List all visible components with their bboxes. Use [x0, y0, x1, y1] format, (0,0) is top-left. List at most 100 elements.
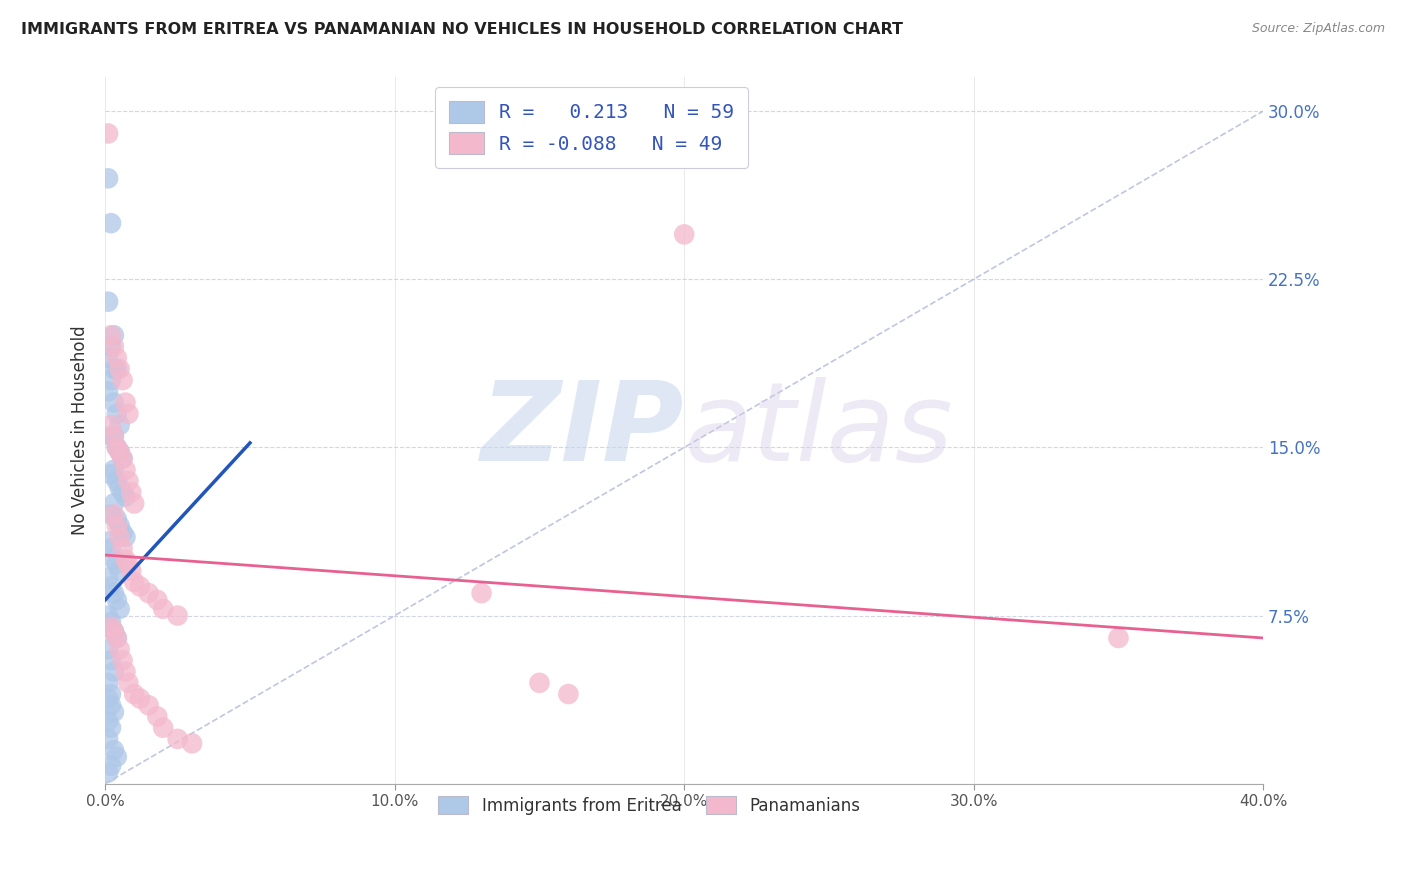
Point	[105, 512, 128, 526]
Point	[146, 593, 169, 607]
Point	[129, 579, 152, 593]
Point	[111, 451, 134, 466]
Point	[105, 407, 128, 421]
Point	[108, 564, 131, 578]
Point	[120, 485, 142, 500]
Point	[105, 441, 128, 455]
Point	[108, 642, 131, 657]
Legend: Immigrants from Eritrea, Panamanians: Immigrants from Eritrea, Panamanians	[429, 786, 870, 825]
Text: atlas: atlas	[685, 377, 953, 484]
Point	[471, 586, 494, 600]
Point	[103, 705, 125, 719]
Point	[105, 441, 128, 455]
Point	[117, 407, 139, 421]
Point	[529, 676, 551, 690]
Point	[557, 687, 579, 701]
Point	[100, 467, 122, 482]
Point	[100, 721, 122, 735]
Point	[111, 541, 134, 556]
Point	[105, 362, 128, 376]
Point	[108, 445, 131, 459]
Point	[108, 417, 131, 432]
Point	[114, 490, 136, 504]
Point	[103, 552, 125, 566]
Point	[103, 586, 125, 600]
Point	[103, 395, 125, 409]
Point	[138, 698, 160, 713]
Point	[97, 676, 120, 690]
Point	[105, 351, 128, 365]
Point	[138, 586, 160, 600]
Point	[97, 384, 120, 399]
Point	[105, 593, 128, 607]
Point	[103, 429, 125, 443]
Point	[111, 451, 134, 466]
Point	[105, 519, 128, 533]
Point	[111, 653, 134, 667]
Point	[103, 665, 125, 679]
Point	[105, 557, 128, 571]
Point	[166, 608, 188, 623]
Point	[100, 373, 122, 387]
Point	[100, 698, 122, 713]
Point	[117, 474, 139, 488]
Point	[100, 620, 122, 634]
Point	[100, 615, 122, 630]
Point	[105, 631, 128, 645]
Point	[146, 709, 169, 723]
Point	[100, 508, 122, 522]
Point	[103, 624, 125, 639]
Point	[100, 339, 122, 353]
Point	[103, 339, 125, 353]
Point	[97, 171, 120, 186]
Point	[108, 530, 131, 544]
Text: ZIP: ZIP	[481, 377, 685, 484]
Point	[97, 731, 120, 746]
Point	[97, 714, 120, 728]
Point	[97, 127, 120, 141]
Point	[114, 665, 136, 679]
Point	[100, 579, 122, 593]
Point	[103, 496, 125, 510]
Point	[105, 749, 128, 764]
Point	[108, 481, 131, 495]
Point	[120, 564, 142, 578]
Point	[108, 362, 131, 376]
Point	[114, 463, 136, 477]
Point	[100, 541, 122, 556]
Point	[122, 574, 145, 589]
Point	[114, 552, 136, 566]
Text: Source: ZipAtlas.com: Source: ZipAtlas.com	[1251, 22, 1385, 36]
Point	[103, 328, 125, 343]
Point	[111, 485, 134, 500]
Point	[111, 373, 134, 387]
Point	[108, 445, 131, 459]
Point	[122, 687, 145, 701]
Point	[100, 687, 122, 701]
Point	[152, 602, 174, 616]
Point	[105, 474, 128, 488]
Point	[103, 463, 125, 477]
Point	[152, 721, 174, 735]
Point	[166, 731, 188, 746]
Point	[114, 530, 136, 544]
Point	[100, 417, 122, 432]
Point	[673, 227, 696, 242]
Point	[100, 429, 122, 443]
Point	[181, 736, 204, 750]
Point	[103, 508, 125, 522]
Point	[97, 351, 120, 365]
Point	[105, 631, 128, 645]
Point	[100, 328, 122, 343]
Point	[103, 624, 125, 639]
Point	[100, 216, 122, 230]
Point	[111, 525, 134, 540]
Point	[97, 534, 120, 549]
Point	[103, 429, 125, 443]
Point	[97, 608, 120, 623]
Point	[97, 642, 120, 657]
Text: IMMIGRANTS FROM ERITREA VS PANAMANIAN NO VEHICLES IN HOUSEHOLD CORRELATION CHART: IMMIGRANTS FROM ERITREA VS PANAMANIAN NO…	[21, 22, 903, 37]
Point	[97, 765, 120, 780]
Point	[103, 362, 125, 376]
Point	[129, 691, 152, 706]
